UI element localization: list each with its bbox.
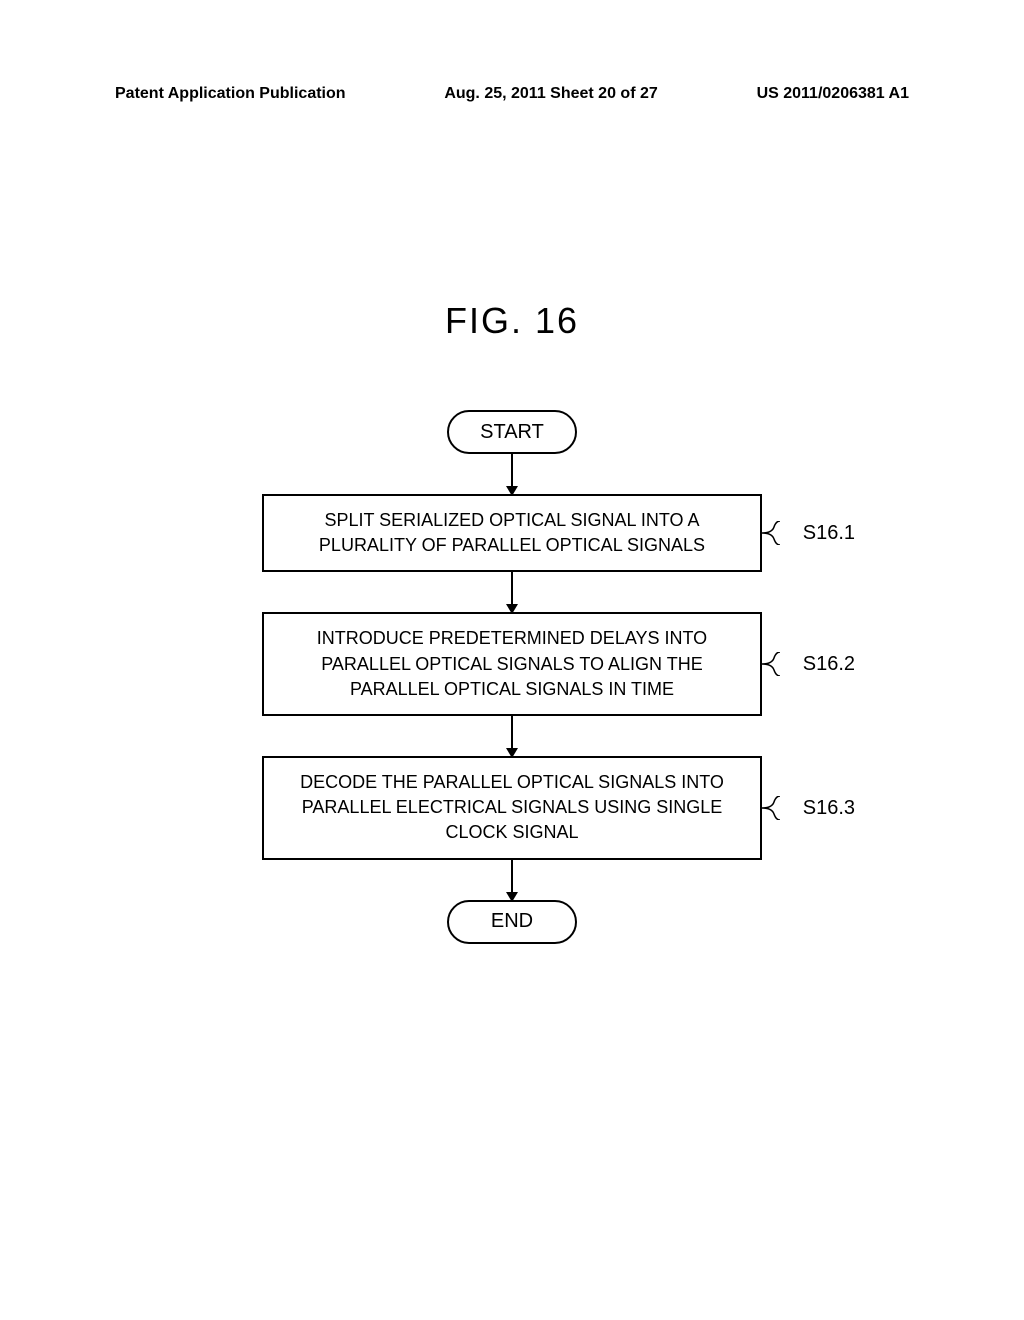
flowchart-arrow [212, 716, 812, 756]
figure-title: FIG. 16 [445, 300, 579, 342]
header-publication-type: Patent Application Publication [115, 85, 346, 103]
step-text: INTRODUCE PREDETERMINED DELAYS INTO PARA… [317, 628, 707, 698]
step-label: S16.1 [803, 519, 855, 547]
header-publication-number: US 2011/0206381 A1 [757, 85, 909, 103]
step-text: SPLIT SERIALIZED OPTICAL SIGNAL INTO A P… [319, 510, 705, 555]
flowchart-step-2: INTRODUCE PREDETERMINED DELAYS INTO PARA… [262, 612, 762, 716]
step-label: S16.2 [803, 650, 855, 678]
flowchart-container: START SPLIT SERIALIZED OPTICAL SIGNAL IN… [212, 410, 812, 944]
start-label: START [480, 421, 544, 444]
flowchart-arrow [212, 454, 812, 494]
flowchart-arrow [212, 572, 812, 612]
step-text: DECODE THE PARALLEL OPTICAL SIGNALS INTO… [300, 772, 724, 842]
flowchart-end: END [447, 900, 577, 944]
flowchart-step-1: SPLIT SERIALIZED OPTICAL SIGNAL INTO A P… [262, 494, 762, 572]
flowchart-start: START [447, 410, 577, 454]
header-date-sheet: Aug. 25, 2011 Sheet 20 of 27 [444, 85, 657, 103]
flowchart-arrow [212, 860, 812, 900]
connector-icon [762, 652, 790, 676]
arrow-head-icon [506, 892, 518, 902]
connector-icon [762, 796, 790, 820]
page-header: Patent Application Publication Aug. 25, … [0, 85, 1024, 103]
connector-icon [762, 521, 790, 545]
step-label: S16.3 [803, 794, 855, 822]
flowchart-step-3: DECODE THE PARALLEL OPTICAL SIGNALS INTO… [262, 756, 762, 860]
end-label: END [491, 910, 533, 933]
